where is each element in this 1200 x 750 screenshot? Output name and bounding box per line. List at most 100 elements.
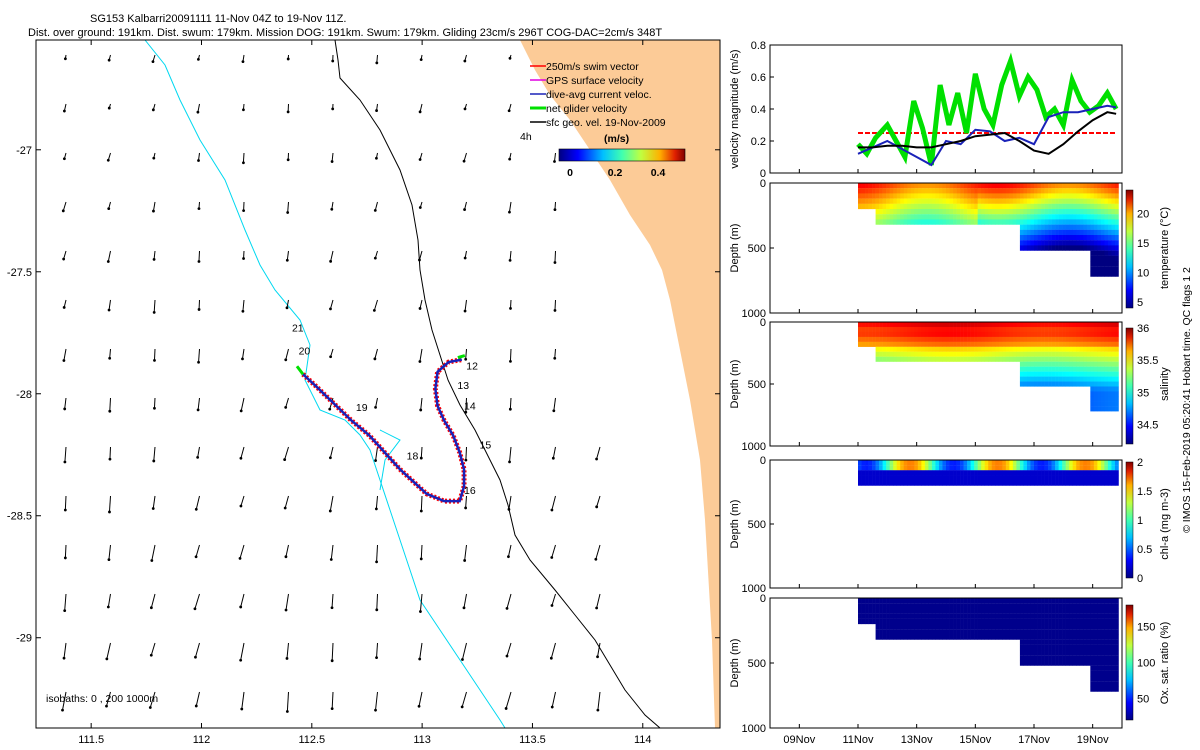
section-cell xyxy=(907,351,912,357)
section-cell xyxy=(1012,475,1017,481)
section-cell xyxy=(1097,356,1102,362)
section-cell xyxy=(868,326,873,333)
section-cell xyxy=(1037,336,1042,342)
section-cell xyxy=(1051,634,1056,640)
map-x-tick-label: 114 xyxy=(634,734,652,746)
section-cell xyxy=(938,336,943,342)
section-cell xyxy=(942,331,947,338)
section-cell xyxy=(1041,470,1045,476)
section-cell xyxy=(1012,203,1017,210)
section-cell xyxy=(1048,183,1052,189)
section-cell xyxy=(917,336,922,342)
section-cell xyxy=(953,203,957,210)
section-cell xyxy=(1034,235,1038,241)
section-cell xyxy=(956,356,961,362)
section-cell xyxy=(1100,391,1105,397)
geo-velocity-arrow xyxy=(552,446,556,459)
section-cell xyxy=(1086,634,1091,640)
section-cell xyxy=(988,188,993,194)
section-cell xyxy=(1083,188,1088,194)
geo-velocity-arrowhead xyxy=(508,407,512,411)
section-cell xyxy=(1041,366,1045,372)
geo-velocity-arrow xyxy=(242,152,245,163)
section-cell xyxy=(896,608,901,614)
section-cell xyxy=(1100,261,1105,267)
geo-velocity-arrow xyxy=(507,544,512,557)
section-cell xyxy=(1086,188,1091,194)
section-cell xyxy=(921,331,926,338)
geo-velocity-arrowhead xyxy=(462,159,466,163)
section-cell xyxy=(949,198,954,204)
section-cell xyxy=(1051,371,1056,377)
section-cell xyxy=(1002,613,1007,619)
section-cell xyxy=(1030,356,1035,362)
section-cell xyxy=(1037,618,1042,625)
section-cell xyxy=(960,322,964,328)
section-cell xyxy=(1104,665,1109,671)
section-cell xyxy=(872,326,876,333)
section-cell xyxy=(1019,240,1024,246)
section-cell xyxy=(970,346,975,352)
section-cell xyxy=(998,480,1003,486)
section-cell xyxy=(1019,356,1024,362)
section-cell xyxy=(1090,356,1095,362)
section-cell xyxy=(896,598,901,604)
section-cell xyxy=(896,470,901,476)
section-cell xyxy=(991,618,996,625)
section-cell xyxy=(956,624,961,630)
section-cell xyxy=(1111,655,1116,661)
section-cell xyxy=(988,341,993,347)
section-cell xyxy=(953,480,957,486)
geo-velocity-arrow xyxy=(375,691,378,711)
section-cell xyxy=(981,198,986,204)
section-cell xyxy=(956,618,961,625)
section-cell xyxy=(1076,660,1081,666)
section-cell xyxy=(1026,366,1031,372)
section-cell xyxy=(1019,613,1024,619)
section-cell xyxy=(1062,650,1066,656)
section-cell xyxy=(1083,603,1088,609)
section-cell xyxy=(1093,655,1098,661)
section-cell xyxy=(1111,381,1116,387)
section-cell xyxy=(1005,198,1010,204)
section-cell xyxy=(1051,381,1056,387)
section-cell xyxy=(1041,655,1045,661)
section-cell xyxy=(1030,351,1035,357)
section-cell xyxy=(991,214,996,220)
section-cell xyxy=(1104,465,1109,471)
section-cell xyxy=(988,624,993,630)
geo-velocity-arrow xyxy=(197,446,200,458)
section-cell xyxy=(1069,634,1074,640)
geo-velocity-arrow xyxy=(465,348,467,360)
geo-velocity-arrowhead xyxy=(284,608,288,612)
section-cell xyxy=(970,598,975,604)
section-cell xyxy=(921,598,926,604)
geo-velocity-arrowhead xyxy=(553,160,556,163)
section-cell xyxy=(1104,381,1109,387)
oxygen-clabel: Ox. sat. ratio (%) xyxy=(1159,622,1171,705)
geo-velocity-arrow xyxy=(419,593,423,612)
section-cell xyxy=(1076,203,1081,210)
section-cell xyxy=(1065,336,1070,342)
section-cell xyxy=(942,346,947,352)
section-cell xyxy=(1037,214,1042,220)
section-cell xyxy=(1030,346,1035,352)
section-cell xyxy=(1030,644,1035,651)
section-cell xyxy=(1062,480,1066,486)
section-cell xyxy=(1104,341,1109,347)
section-cell xyxy=(1005,613,1010,619)
section-cell xyxy=(858,203,862,210)
section-cell xyxy=(1065,188,1070,194)
section-cell xyxy=(1030,480,1035,486)
section-cell xyxy=(1107,361,1112,367)
section-cell xyxy=(1107,351,1112,357)
map-x-tick-label: 113 xyxy=(413,734,431,746)
section-cell xyxy=(910,341,915,347)
section-cell xyxy=(1051,229,1056,236)
geo-velocity-arrowhead xyxy=(196,57,200,61)
section-cell xyxy=(889,598,894,604)
geo-velocity-arrow xyxy=(239,544,245,559)
section-cell xyxy=(1079,480,1084,486)
section-cell xyxy=(1065,624,1070,630)
geo-velocity-arrow xyxy=(107,250,111,262)
